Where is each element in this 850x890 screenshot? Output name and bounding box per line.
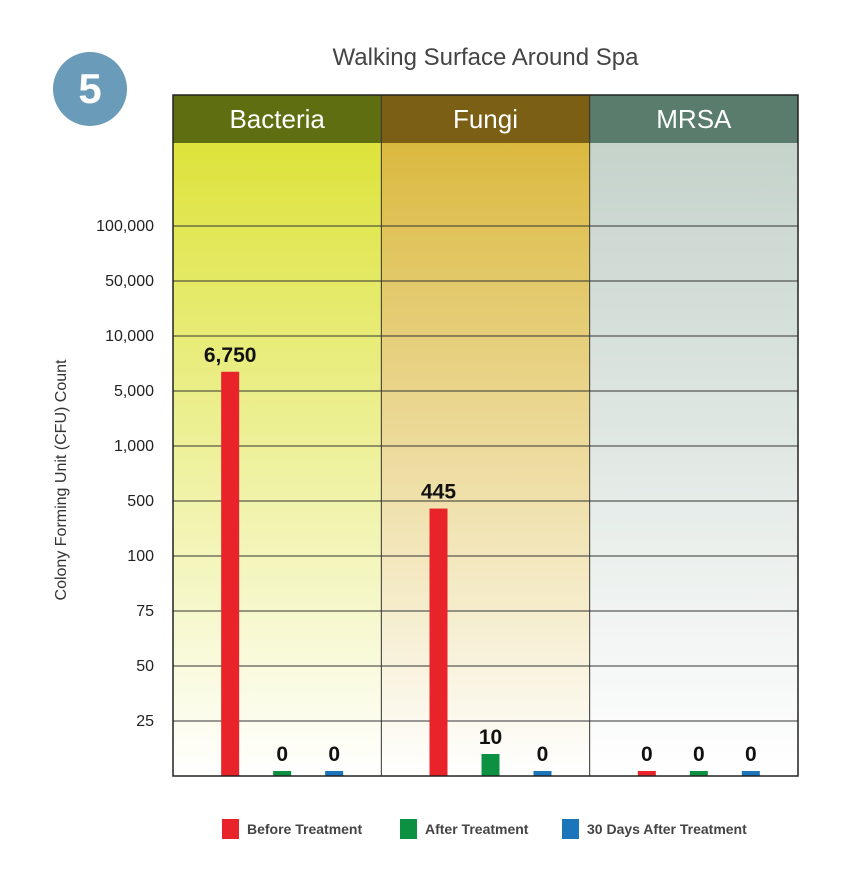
legend-swatch-before-treatment bbox=[222, 819, 239, 839]
y-tick-label-50-000: 50,000 bbox=[105, 273, 154, 290]
bar-fungi-after-treatment bbox=[481, 754, 500, 776]
data-label-fungi-30-days-after-treatment: 0 bbox=[537, 743, 549, 766]
bar-bacteria-30-days-after-treatment bbox=[325, 771, 344, 776]
data-label-fungi-after-treatment: 10 bbox=[479, 726, 502, 749]
bar-bacteria-after-treatment bbox=[273, 771, 292, 776]
legend-swatch-after-treatment bbox=[400, 819, 417, 839]
y-tick-label-10-000: 10,000 bbox=[105, 328, 154, 345]
category-label-mrsa: MRSA bbox=[656, 104, 732, 134]
bar-mrsa-30-days-after-treatment bbox=[741, 771, 760, 776]
bar-mrsa-before-treatment bbox=[637, 771, 656, 776]
data-label-bacteria-before-treatment: 6,750 bbox=[204, 344, 257, 367]
legend-label-before-treatment: Before Treatment bbox=[247, 821, 363, 837]
bar-bacteria-before-treatment bbox=[221, 371, 240, 776]
legend: Before Treatment After Treatment 30 Days… bbox=[0, 819, 850, 843]
panel-bacteria bbox=[173, 143, 382, 776]
y-tick-label-100: 100 bbox=[127, 548, 154, 565]
chart-title: Walking Surface Around Spa bbox=[332, 44, 639, 71]
panel-header-mrsa bbox=[589, 95, 798, 143]
bar-fungi-before-treatment bbox=[429, 508, 448, 776]
data-label-mrsa-after-treatment: 0 bbox=[693, 743, 705, 766]
y-tick-label-500: 500 bbox=[127, 493, 154, 510]
data-label-bacteria-30-days-after-treatment: 0 bbox=[328, 743, 340, 766]
legend-item-before-treatment: Before Treatment bbox=[222, 819, 362, 839]
step-number-badge: 5 bbox=[53, 52, 127, 126]
legend-item-30-days-after: 30 Days After Treatment bbox=[562, 819, 747, 839]
category-label-fungi: Fungi bbox=[453, 104, 518, 134]
legend-label-after-treatment: After Treatment bbox=[425, 821, 529, 837]
panel-mrsa bbox=[589, 143, 798, 776]
panel-header-fungi bbox=[381, 95, 590, 143]
legend-item-after-treatment: After Treatment bbox=[400, 819, 528, 839]
bar-fungi-30-days-after-treatment bbox=[533, 771, 552, 776]
y-tick-label-50: 50 bbox=[136, 658, 154, 675]
data-label-mrsa-before-treatment: 0 bbox=[641, 743, 653, 766]
y-tick-label-75: 75 bbox=[136, 603, 154, 620]
legend-label-30-days-after: 30 Days After Treatment bbox=[587, 821, 747, 837]
y-tick-label-100-000: 100,000 bbox=[96, 218, 154, 235]
bar-mrsa-after-treatment bbox=[689, 771, 708, 776]
legend-swatch-30-days-after bbox=[562, 819, 579, 839]
category-label-bacteria: Bacteria bbox=[229, 104, 325, 134]
data-label-mrsa-30-days-after-treatment: 0 bbox=[745, 743, 757, 766]
data-label-bacteria-after-treatment: 0 bbox=[276, 743, 288, 766]
panel-fungi bbox=[381, 143, 590, 776]
y-tick-label-1-000: 1,000 bbox=[114, 438, 154, 455]
y-tick-label-25: 25 bbox=[136, 713, 154, 730]
y-tick-label-5-000: 5,000 bbox=[114, 383, 154, 400]
panel-header-bacteria bbox=[173, 95, 382, 143]
chart-frame bbox=[172, 94, 799, 777]
data-label-fungi-before-treatment: 445 bbox=[421, 481, 456, 504]
